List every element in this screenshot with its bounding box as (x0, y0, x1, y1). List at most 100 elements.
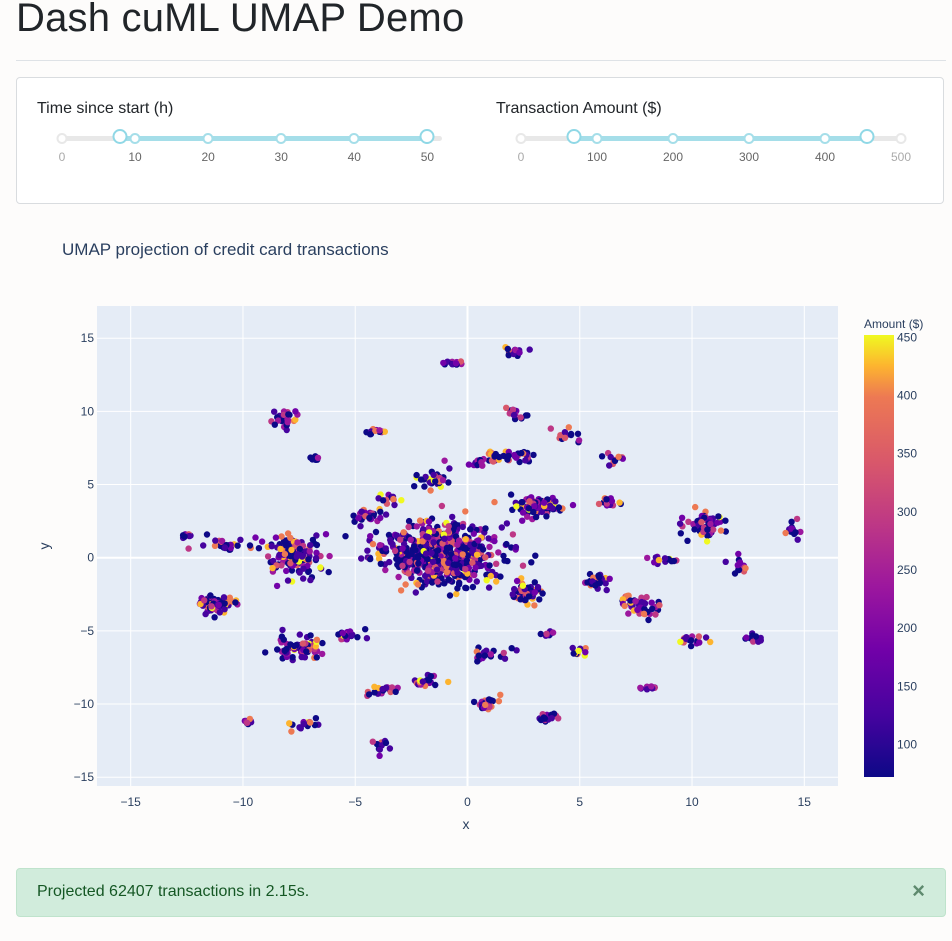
scatter-point (722, 517, 729, 524)
scatter-point (382, 739, 390, 747)
scatter-point (221, 600, 228, 607)
scatter-point (406, 558, 413, 566)
scatter-point (452, 555, 459, 562)
page-title: Dash cuML UMAP Demo (16, 0, 465, 40)
time-tick-mark[interactable] (348, 133, 360, 144)
scatter-point (704, 526, 711, 533)
scatter-point (288, 728, 295, 735)
scatter-point (462, 536, 469, 543)
time-tick-mark[interactable] (129, 133, 141, 144)
scatter-point (710, 526, 717, 533)
scatter-point (473, 578, 480, 585)
scatter-point (322, 531, 330, 538)
scatter-point (509, 406, 517, 413)
time-tick-label: 10 (128, 150, 142, 164)
scatter-point (258, 538, 266, 545)
scatter-point (471, 571, 478, 579)
colorbar-tick-label: 400 (897, 388, 917, 402)
scatter-point (202, 610, 209, 618)
scatter-point (376, 746, 383, 753)
scatter-point (472, 564, 479, 571)
scatter-point (570, 650, 577, 657)
amount-tick-mark[interactable] (515, 133, 527, 144)
scatter-point (482, 554, 489, 561)
scatter-point (490, 458, 497, 465)
scatter-point (399, 545, 406, 552)
scatter-point (485, 584, 493, 591)
amount-tick-mark[interactable] (743, 133, 755, 144)
amount-tick-label: 100 (586, 150, 608, 164)
scatter-point (398, 497, 405, 504)
scatter-point (413, 567, 421, 574)
amount-tick-label: 400 (814, 150, 836, 164)
time-slider-min-handle[interactable] (112, 129, 128, 144)
x-tick-label: −10 (233, 795, 254, 809)
scatter-point (619, 596, 627, 603)
amount-tick-mark[interactable] (895, 133, 907, 144)
scatter-point (683, 634, 690, 641)
scatter-point (313, 636, 321, 643)
time-slider[interactable]: 0 10 20 30 40 50 (56, 78, 442, 178)
scatter-point (392, 688, 399, 695)
scatter-point (524, 412, 531, 419)
scatter-point (375, 555, 383, 562)
colorbar-tick-label: 250 (897, 563, 917, 577)
scatter-point (453, 590, 460, 598)
scatter-point (243, 719, 251, 726)
umap-scatter-plot[interactable]: −15 −10 −5 0 5 10 15 15 10 5 0 −5 −10 −15 x y Amount … (0, 280, 952, 850)
time-tick-mark[interactable] (275, 133, 287, 144)
scatter-point (215, 601, 222, 609)
scatter-point (264, 553, 272, 560)
scatter-point (412, 589, 419, 596)
scatter-point (555, 715, 562, 722)
amount-tick-mark[interactable] (591, 133, 603, 144)
scatter-point (364, 547, 371, 554)
amount-slider-min-handle[interactable] (566, 129, 582, 144)
colorbar (864, 335, 894, 777)
amount-tick-mark[interactable] (819, 133, 831, 144)
scatter-point (445, 576, 452, 583)
scatter-point (317, 564, 324, 571)
scatter-point (567, 431, 575, 439)
scatter-point (547, 502, 554, 509)
amount-slider[interactable]: 0 100 200 300 400 500 (515, 78, 911, 178)
scatter-point (376, 752, 383, 759)
close-icon[interactable]: × (912, 878, 925, 903)
scatter-point (684, 537, 691, 544)
scatter-point (386, 745, 394, 752)
time-slider-range[interactable] (120, 136, 428, 141)
scatter-point (280, 636, 287, 643)
scatter-point (300, 565, 307, 572)
scatter-point (608, 497, 616, 505)
scatter-point (687, 637, 695, 644)
scatter-point (301, 654, 309, 661)
scatter-point (543, 630, 550, 637)
time-tick-mark[interactable] (202, 133, 214, 144)
amount-tick-mark[interactable] (667, 133, 679, 144)
x-tick-label: 5 (576, 795, 583, 809)
status-alert: Projected 62407 transactions in 2.15s. × (16, 868, 946, 917)
scatter-point (498, 524, 505, 531)
time-slider-max-handle[interactable] (419, 129, 435, 144)
scatter-point (685, 518, 692, 525)
time-slider-label: Time since start (h) (37, 100, 174, 117)
scatter-point (303, 648, 310, 655)
scatter-point (429, 579, 436, 586)
time-tick-mark[interactable] (56, 133, 68, 144)
amount-slider-max-handle[interactable] (859, 129, 875, 144)
scatter-point (443, 569, 450, 576)
scatter-point (288, 567, 296, 574)
amount-slider-range[interactable] (574, 136, 867, 141)
scatter-point (792, 529, 799, 536)
scatter-point (287, 534, 294, 542)
scatter-point (212, 537, 219, 544)
scatter-point (441, 535, 448, 542)
scatter-point (537, 716, 545, 724)
scatter-point (294, 539, 301, 546)
scatter-point (445, 559, 452, 566)
scatter-point (497, 691, 504, 698)
scatter-point (512, 543, 520, 551)
status-message: Projected 62407 transactions in 2.15s. (37, 883, 310, 900)
scatter-point (391, 501, 398, 509)
scatter-point (221, 606, 228, 613)
